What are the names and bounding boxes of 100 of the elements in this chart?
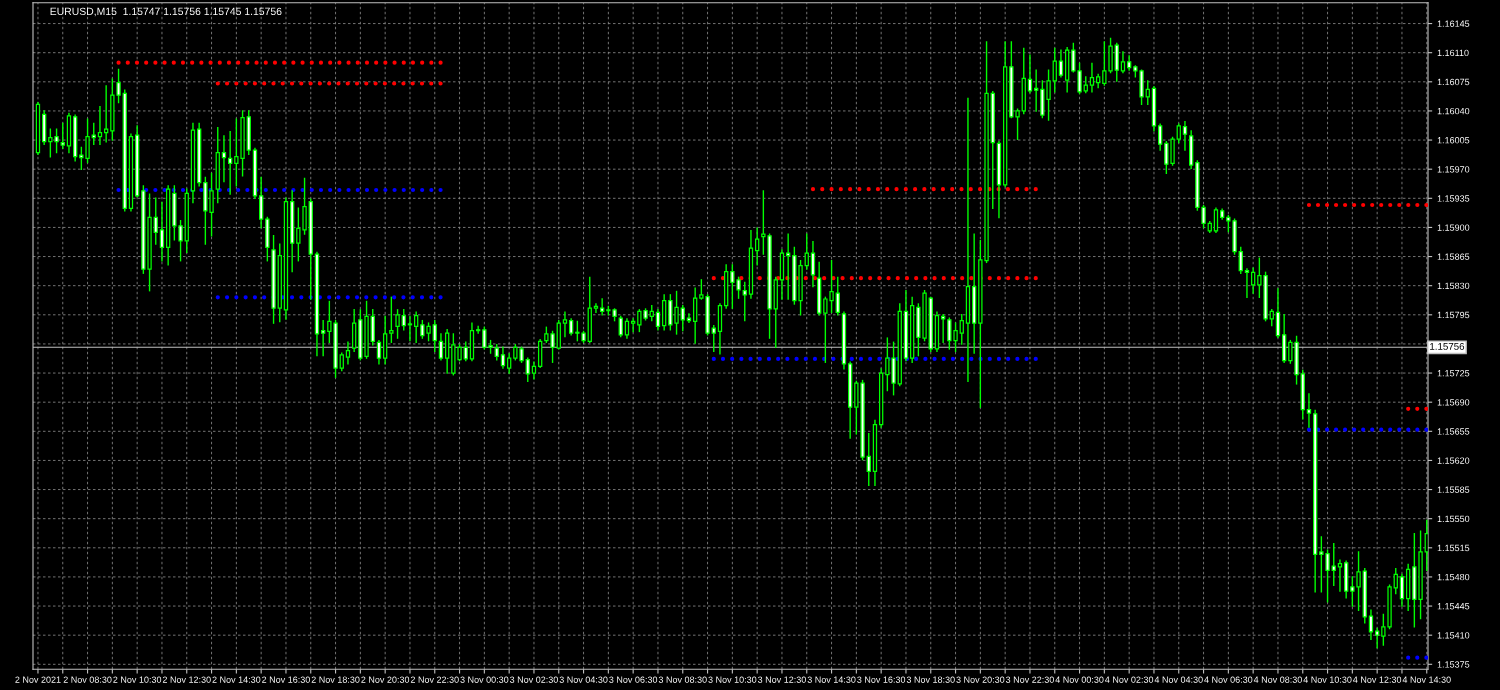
x-tick-label: 2 Nov 12:30	[162, 676, 211, 683]
x-tick-label: 4 Nov 04:30	[1154, 676, 1203, 683]
candlestick	[1058, 49, 1064, 78]
candlestick	[804, 233, 809, 270]
x-tick-label: 3 Nov 10:30	[708, 676, 757, 683]
x-tick-label: 3 Nov 18:30	[906, 676, 955, 683]
x-tick-label: 3 Nov 14:30	[807, 676, 856, 683]
candlestick	[1275, 288, 1281, 338]
candlestick	[1089, 62, 1095, 93]
y-tick-label: 1.16005	[1437, 137, 1470, 144]
candlestick	[1393, 567, 1398, 595]
candlestick	[1250, 267, 1256, 294]
candlestick	[407, 315, 413, 342]
candlestick	[1306, 393, 1312, 428]
x-tick-label: 4 Nov 14:30	[1402, 676, 1451, 683]
x-tick-label: 2 Nov 16:30	[262, 676, 310, 683]
candlestick	[959, 314, 964, 345]
x-tick-label: 2 Nov 10:30	[113, 676, 162, 683]
candlestick	[1331, 542, 1336, 586]
x-tick-label: 3 Nov 16:30	[857, 676, 906, 683]
y-tick-label: 1.15620	[1437, 457, 1470, 464]
candlestick	[1424, 519, 1428, 571]
y-tick-label: 1.15830	[1437, 282, 1470, 290]
x-tick-label: 3 Nov 02:30	[509, 676, 558, 683]
x-tick-label: 4 Nov 00:30	[1055, 676, 1104, 683]
candlestick	[389, 296, 394, 343]
candlestick	[525, 357, 530, 383]
candlestick	[438, 333, 444, 361]
candlestick	[97, 106, 103, 145]
candlestick	[1399, 573, 1405, 607]
candlestick	[60, 122, 65, 150]
candlestick	[866, 433, 871, 487]
y-tick-label: 1.16040	[1437, 107, 1470, 115]
candlestick	[1337, 559, 1343, 592]
candlestick	[159, 201, 165, 262]
candlestick	[1213, 207, 1219, 234]
x-tick-label: 2 Nov 2021	[15, 676, 61, 683]
candlestick	[692, 287, 698, 344]
candlestick	[655, 309, 661, 331]
candlestick	[345, 341, 351, 365]
candlestick	[686, 313, 692, 323]
candlestick	[506, 353, 512, 374]
candlestick	[1238, 246, 1243, 274]
candlestick	[1027, 54, 1033, 94]
candlestick	[1033, 69, 1039, 112]
x-tick-label: 3 Nov 06:30	[609, 676, 658, 683]
y-tick-label: 1.15410	[1437, 632, 1470, 639]
x-tick-label: 4 Nov 08:30	[1253, 676, 1302, 683]
y-tick-label: 1.15585	[1437, 486, 1470, 493]
y-tick-label: 1.15795	[1437, 311, 1470, 319]
y-tick-label: 1.15480	[1437, 573, 1470, 581]
x-tick-label: 3 Nov 20:30	[956, 676, 1005, 683]
x-tick-label: 2 Nov 20:30	[361, 676, 410, 683]
candlestick	[1120, 51, 1126, 74]
candlestick	[413, 311, 419, 343]
y-tick-label: 1.15690	[1437, 399, 1470, 406]
candlestick	[1374, 627, 1380, 649]
candlestick	[1182, 121, 1188, 151]
y-tick-label: 1.16145	[1437, 20, 1470, 27]
candlestick	[153, 197, 158, 245]
x-tick-label: 2 Nov 14:30	[212, 676, 261, 683]
y-tick-label: 1.16075	[1437, 78, 1470, 86]
candlestick	[227, 131, 233, 195]
candlestick	[624, 318, 630, 339]
x-tick-label: 2 Nov 18:30	[311, 676, 360, 683]
candlestick	[1176, 123, 1181, 144]
candlestick	[810, 240, 816, 288]
y-tick-label: 1.15550	[1437, 515, 1470, 523]
candlestick	[401, 309, 406, 331]
candlestick	[754, 227, 760, 266]
candlestick	[463, 341, 468, 362]
candlestick	[1052, 47, 1057, 93]
x-tick-label: 2 Nov 08:30	[63, 676, 112, 683]
candlestick	[500, 346, 506, 369]
y-tick-label: 1.15865	[1437, 253, 1470, 260]
candlestick	[432, 319, 437, 353]
candlestick	[91, 122, 96, 145]
candlestick	[1244, 268, 1250, 299]
candlestick	[630, 318, 636, 333]
x-tick-label: 3 Nov 22:30	[1005, 676, 1054, 683]
y-tick-label: 1.15725	[1437, 370, 1470, 377]
candlestick	[562, 311, 568, 338]
candlestick	[1126, 55, 1132, 71]
y-tick-label: 1.15375	[1437, 661, 1470, 668]
candlestick	[940, 314, 946, 343]
candlestick	[618, 315, 623, 338]
y-tick-label: 1.15515	[1437, 544, 1470, 552]
x-tick-label: 2 Nov 22:30	[410, 676, 459, 683]
y-tick-label: 1.16110	[1437, 49, 1469, 57]
y-tick-label: 1.15970	[1437, 166, 1470, 173]
candlestick	[593, 303, 599, 314]
y-tick-label: 1.15900	[1437, 224, 1470, 231]
x-tick-label: 3 Nov 12:30	[757, 676, 806, 683]
candlestick	[258, 176, 264, 229]
y-tick-label: 1.15935	[1437, 195, 1470, 202]
x-tick-label: 4 Nov 02:30	[1105, 676, 1154, 683]
x-tick-label: 4 Nov 10:30	[1303, 676, 1352, 683]
x-tick-label: 3 Nov 04:30	[559, 676, 608, 683]
candlestick	[1157, 123, 1163, 151]
candlestick	[835, 276, 840, 316]
